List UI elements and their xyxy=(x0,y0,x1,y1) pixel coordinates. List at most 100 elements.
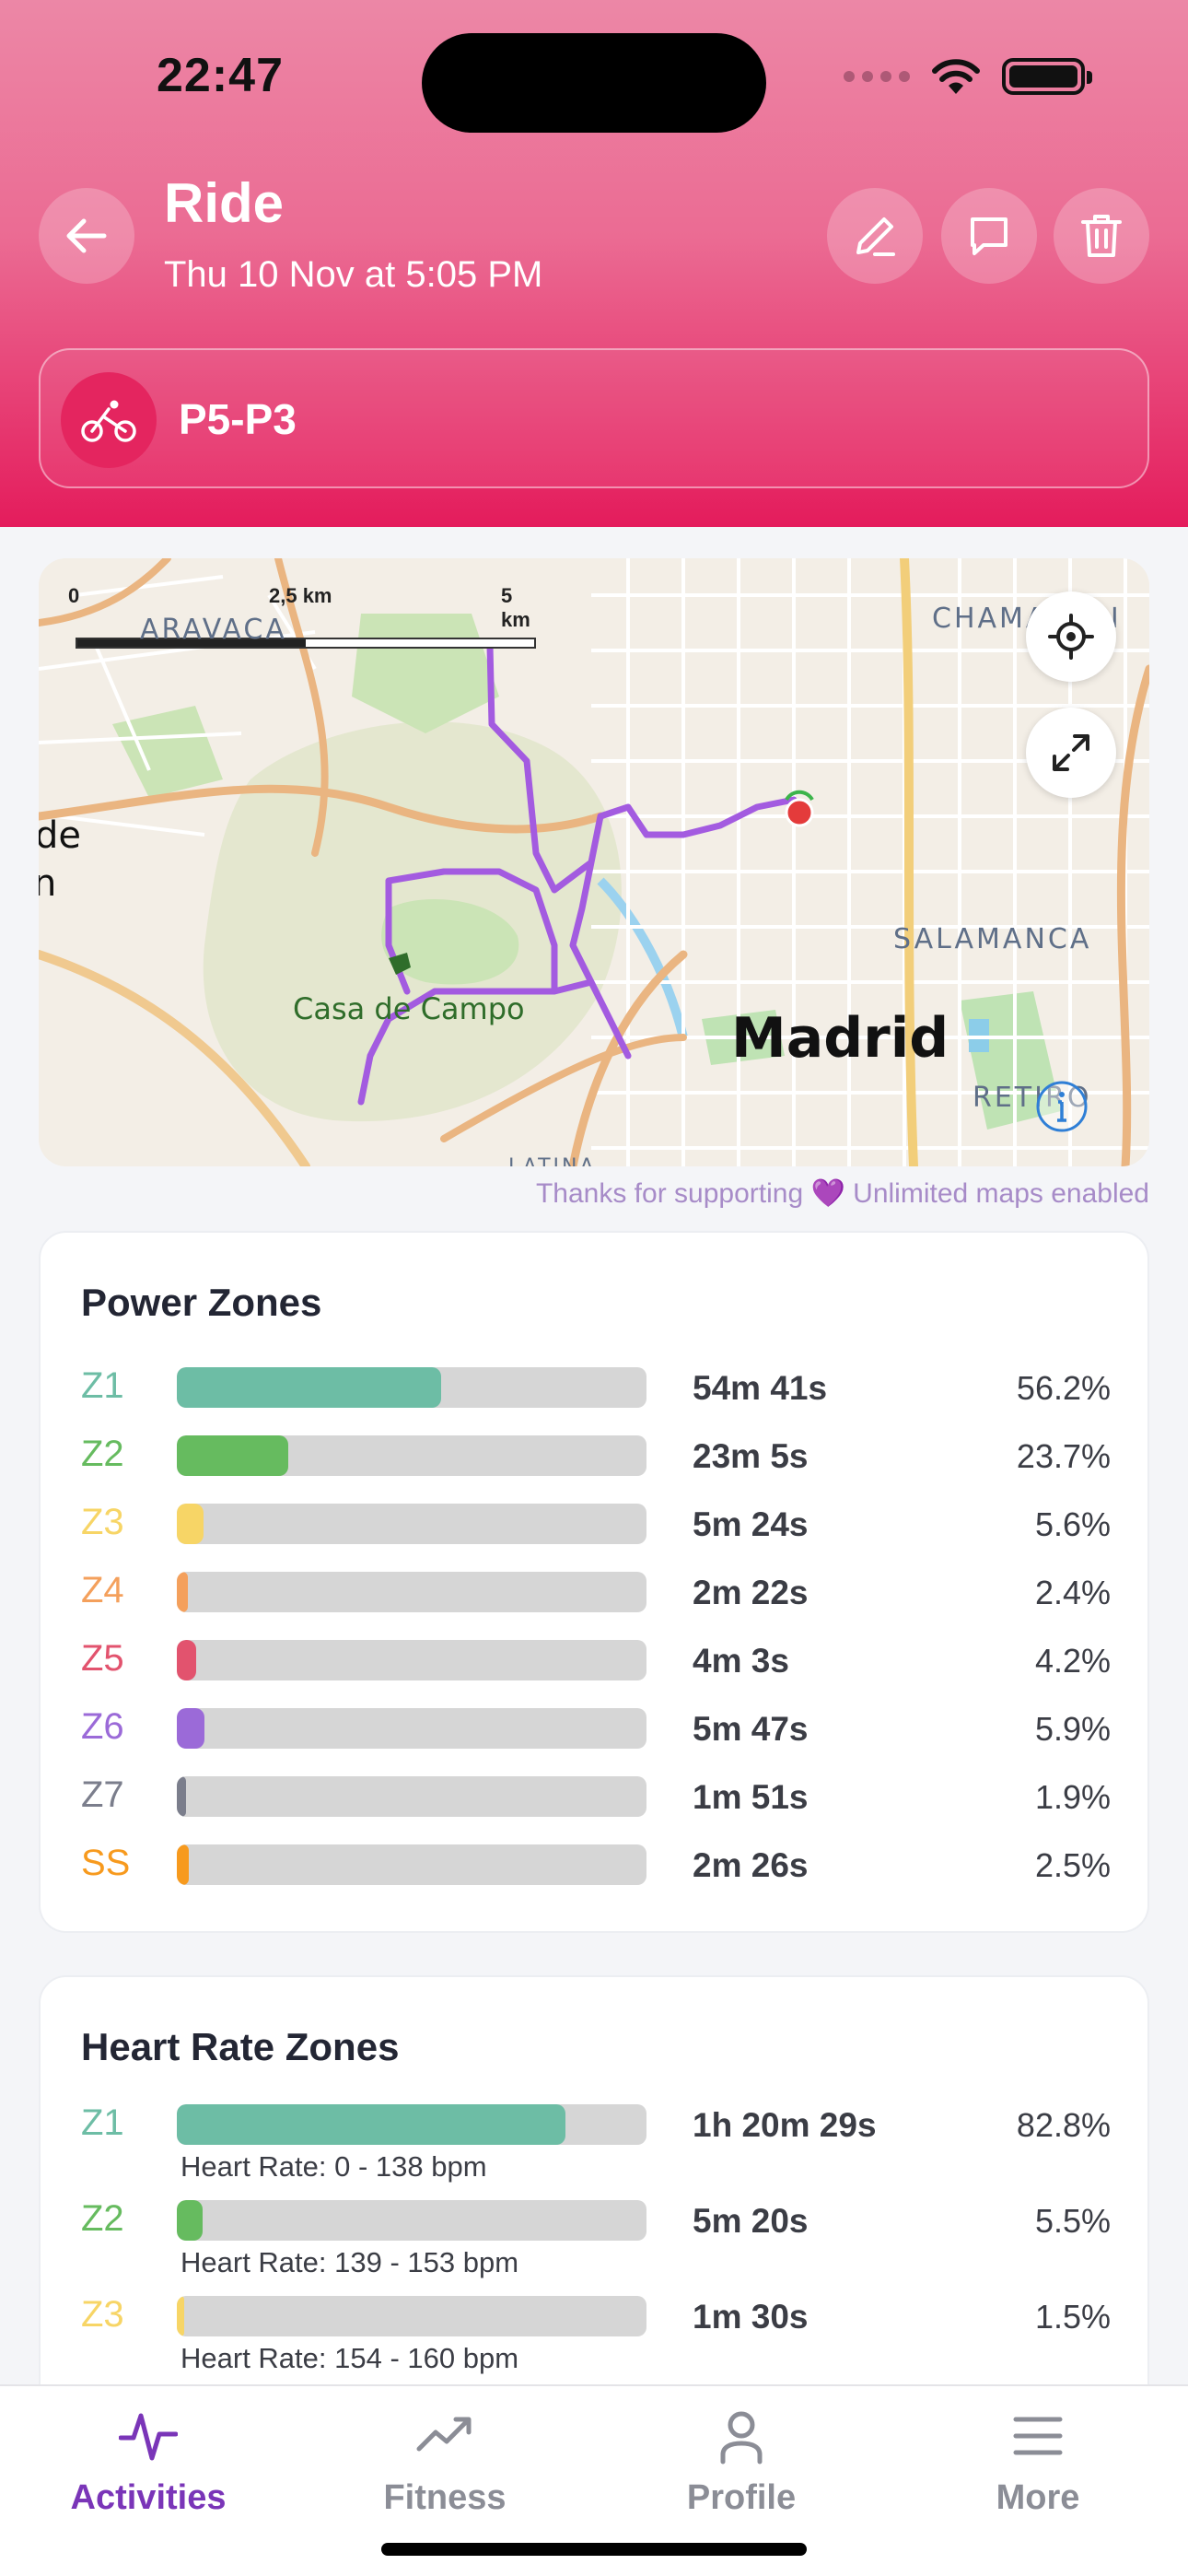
status-time: 22:47 xyxy=(157,49,284,102)
tab-more[interactable]: More xyxy=(890,2406,1186,2517)
zone-time: 1m 30s xyxy=(693,2298,809,2336)
zone-bar-track xyxy=(177,1367,646,1408)
zone-label: Z3 xyxy=(81,1502,124,1542)
zone-bar-track xyxy=(177,2104,646,2145)
zone-bar-fill xyxy=(177,1776,186,1817)
zone-time: 2m 22s xyxy=(693,1574,809,1611)
zone-label: Z1 xyxy=(81,1365,124,1406)
zone-percentage: 23.7% xyxy=(1016,1437,1111,1475)
zone-bar-track xyxy=(177,1504,646,1544)
comment-button[interactable] xyxy=(941,188,1037,284)
zone-heart-rate-range: Heart Rate: 154 - 160 bpm xyxy=(181,2342,519,2374)
map-label-partial: n xyxy=(39,862,57,905)
tab-label: More xyxy=(996,2478,1080,2517)
zone-time: 5m 24s xyxy=(693,1505,809,1543)
zone-time: 2m 26s xyxy=(693,1846,809,1884)
zone-label: Z4 xyxy=(81,1570,124,1610)
power-zones-card: Power Zones Z1 54m 41s 56.2% Z2 23m 5s 23.7% Z… xyxy=(39,1231,1149,1933)
zone-percentage: 5.9% xyxy=(1034,1710,1111,1748)
edit-button[interactable] xyxy=(827,188,923,284)
crosshair-icon xyxy=(1048,614,1094,660)
zone-row: Z5 4m 3s 4.2% xyxy=(41,1633,1151,1688)
zone-heart-rate-range: Heart Rate: 0 - 138 bpm xyxy=(181,2150,487,2183)
route-end-marker xyxy=(785,798,814,827)
zone-label: Z2 xyxy=(81,2198,124,2239)
home-indicator xyxy=(381,2543,807,2556)
zone-row: Z2 23m 5s 23.7% xyxy=(41,1428,1151,1483)
zone-heart-rate-range: Heart Rate: 139 - 153 bpm xyxy=(181,2246,519,2278)
wifi-icon xyxy=(932,59,980,94)
zone-bar-track xyxy=(177,2296,646,2336)
map-scale-bar: 0 2,5 km 5 km xyxy=(61,584,540,649)
gear-card[interactable]: P5-P3 xyxy=(39,348,1149,488)
map-label-partial: de xyxy=(39,814,81,857)
zone-percentage: 2.4% xyxy=(1034,1574,1111,1611)
zone-label: Z2 xyxy=(81,1434,124,1474)
tab-profile[interactable]: Profile xyxy=(593,2406,890,2517)
zone-bar-fill xyxy=(177,1640,197,1680)
zone-label: Z5 xyxy=(81,1638,124,1679)
zone-bar-track xyxy=(177,1572,646,1612)
zone-row: Z4 2m 22s 2.4% xyxy=(41,1564,1151,1620)
heart-rate-zones-title: Heart Rate Zones xyxy=(81,2025,400,2068)
route-start-marker xyxy=(785,790,814,802)
zone-time: 1m 51s xyxy=(693,1778,809,1816)
zone-bar-fill xyxy=(177,1708,205,1749)
scale-label-start: 0 xyxy=(68,584,80,607)
locate-button[interactable] xyxy=(1026,591,1116,682)
zone-bar-fill xyxy=(177,1504,204,1544)
park-area xyxy=(112,706,223,798)
map-label-retiro: RETIRO xyxy=(973,1082,1092,1114)
zone-bar-track xyxy=(177,1844,646,1885)
zone-bar-track xyxy=(177,1708,646,1749)
expand-arrows-icon xyxy=(1053,734,1089,771)
bicycle-icon xyxy=(81,400,136,442)
zone-time: 5m 20s xyxy=(693,2202,809,2240)
map-label-salamanca: SALAMANCA xyxy=(893,923,1092,955)
zone-bar-track xyxy=(177,1776,646,1817)
delete-button[interactable] xyxy=(1054,188,1149,284)
zone-bar-fill xyxy=(177,1367,441,1408)
trash-icon xyxy=(1081,215,1122,257)
map-canvas xyxy=(39,558,1149,1166)
scale-label-mid: 2,5 km xyxy=(269,584,332,607)
zone-time: 54m 41s xyxy=(693,1369,828,1407)
map-info-icon[interactable] xyxy=(1035,1080,1089,1133)
zone-percentage: 56.2% xyxy=(1016,1369,1111,1407)
expand-map-button[interactable] xyxy=(1026,708,1116,798)
route-map[interactable]: 0 2,5 km 5 km ARAVACA CHAMARTÍN Casa de … xyxy=(39,558,1149,1166)
map-label-latina: LATINA xyxy=(508,1155,597,1166)
zone-row: SS 2m 26s 2.5% xyxy=(41,1837,1151,1892)
water xyxy=(597,877,688,1039)
zone-row: Z3 1m 30s 1.5% Heart Rate: 154 - 160 bpm xyxy=(41,2289,1151,2374)
map-label-aravaca: ARAVACA xyxy=(140,614,287,646)
zone-row: Z3 5m 24s 5.6% xyxy=(41,1496,1151,1551)
activity-header: 22:47 Ride Thu 10 Nov at 5:05 PM xyxy=(0,0,1188,527)
tab-label: Fitness xyxy=(383,2478,507,2517)
zone-bar-track xyxy=(177,2200,646,2241)
zone-bar-track xyxy=(177,1640,646,1680)
zone-percentage: 5.6% xyxy=(1034,1505,1111,1543)
battery-icon xyxy=(1002,58,1092,95)
back-button[interactable] xyxy=(39,188,134,284)
zone-label: Z7 xyxy=(81,1774,124,1815)
person-icon xyxy=(720,2411,763,2465)
activity-pulse-icon xyxy=(119,2413,178,2461)
zone-time: 23m 5s xyxy=(693,1437,809,1475)
dynamic-island xyxy=(422,33,766,133)
gear-name: P5-P3 xyxy=(179,395,297,443)
menu-lines-icon xyxy=(1013,2417,1063,2455)
map-label-casa-de-campo: Casa de Campo xyxy=(293,991,525,1026)
zone-time: 4m 3s xyxy=(693,1642,789,1680)
activity-title: Ride xyxy=(164,172,285,234)
route-line xyxy=(357,642,798,1106)
zone-row: Z1 54m 41s 56.2% xyxy=(41,1360,1151,1415)
zone-label: Z3 xyxy=(81,2294,124,2335)
status-indicators xyxy=(844,57,1092,96)
zone-percentage: 2.5% xyxy=(1034,1846,1111,1884)
tab-fitness[interactable]: Fitness xyxy=(297,2406,593,2517)
scale-label-end: 5 km xyxy=(501,584,530,631)
tab-activities[interactable]: Activities xyxy=(0,2406,297,2517)
park-area xyxy=(381,899,519,985)
map-label-madrid: Madrid xyxy=(731,1006,949,1071)
